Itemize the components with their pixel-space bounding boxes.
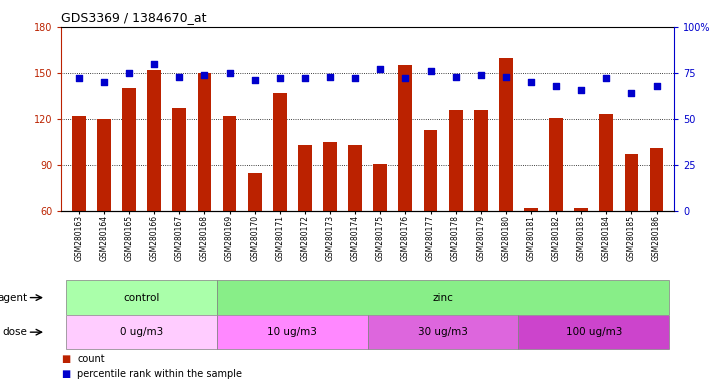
Bar (66, 280, 217, 315)
Bar (97, 119, 111, 211)
Bar (122, 88, 136, 211)
Text: zinc: zinc (433, 293, 454, 303)
Bar (217, 315, 368, 349)
Point (174, 74, 185, 80)
Point (425, 68, 436, 74)
Bar (448, 110, 463, 211)
Bar (273, 93, 287, 211)
Bar (599, 114, 614, 211)
Text: control: control (123, 293, 160, 303)
Bar (147, 70, 161, 211)
Bar (223, 116, 236, 211)
Point (550, 83, 562, 89)
Bar (72, 116, 86, 211)
Text: count: count (77, 354, 105, 364)
Text: dose: dose (3, 327, 27, 337)
Point (350, 75, 361, 81)
Point (123, 70, 135, 76)
Bar (399, 65, 412, 211)
Bar (518, 315, 669, 349)
Point (249, 77, 260, 83)
Text: GDS3369 / 1384670_at: GDS3369 / 1384670_at (61, 11, 207, 24)
Text: ■: ■ (61, 354, 71, 364)
Text: agent: agent (0, 293, 27, 303)
Bar (298, 145, 311, 211)
Bar (368, 315, 518, 349)
Point (324, 74, 336, 80)
Bar (474, 110, 487, 211)
Bar (217, 280, 669, 315)
Point (399, 75, 411, 81)
Bar (575, 208, 588, 211)
Point (450, 74, 461, 80)
Point (475, 72, 487, 78)
Text: 30 ug/m3: 30 ug/m3 (418, 327, 468, 337)
Bar (66, 315, 217, 349)
Text: percentile rank within the sample: percentile rank within the sample (77, 369, 242, 379)
Bar (323, 142, 337, 211)
Point (525, 79, 536, 85)
Point (626, 90, 637, 96)
Bar (424, 130, 438, 211)
Point (98, 79, 110, 85)
Point (601, 75, 612, 81)
Bar (524, 208, 538, 211)
Point (651, 83, 663, 89)
Text: 0 ug/m3: 0 ug/m3 (120, 327, 163, 337)
Bar (624, 154, 638, 211)
Bar (373, 164, 387, 211)
Text: ■: ■ (61, 369, 71, 379)
Text: 100 ug/m3: 100 ug/m3 (565, 327, 622, 337)
Bar (248, 173, 262, 211)
Bar (348, 145, 362, 211)
Point (224, 70, 235, 76)
Point (73, 75, 84, 81)
Point (274, 75, 286, 81)
Point (500, 74, 512, 80)
Bar (198, 73, 211, 211)
Bar (172, 108, 186, 211)
Point (149, 61, 160, 67)
Text: 10 ug/m3: 10 ug/m3 (267, 327, 317, 337)
Point (299, 75, 311, 81)
Bar (549, 118, 563, 211)
Bar (499, 58, 513, 211)
Point (575, 86, 587, 93)
Point (374, 66, 386, 72)
Point (199, 72, 211, 78)
Bar (650, 148, 663, 211)
